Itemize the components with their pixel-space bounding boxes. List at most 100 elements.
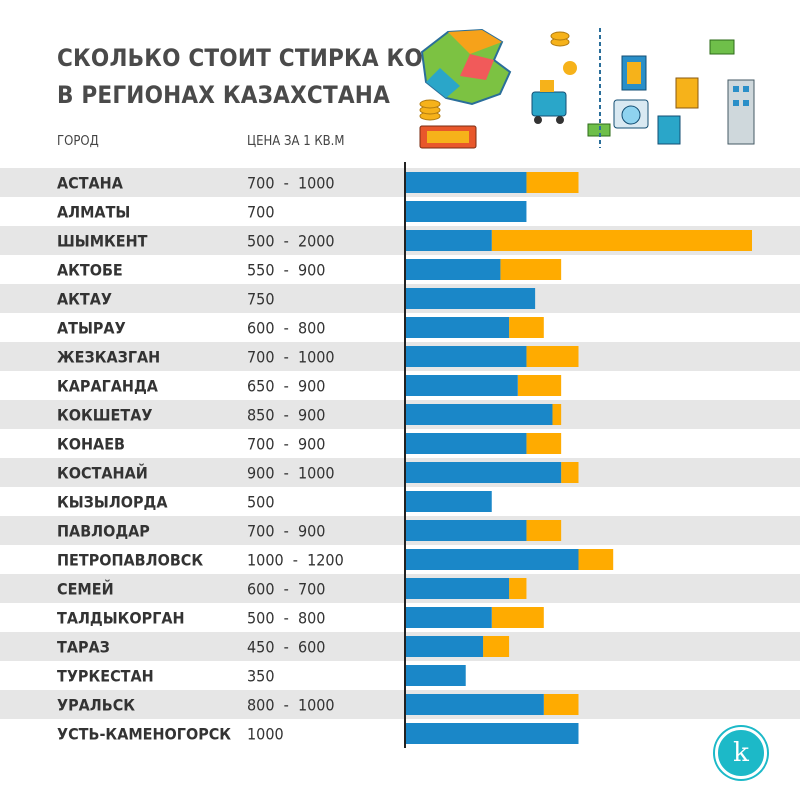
city-label: ШЫМКЕНТ xyxy=(57,232,148,251)
city-label: АКТАУ xyxy=(57,290,112,309)
bar-max-range xyxy=(483,636,510,657)
price-label: 700 xyxy=(247,203,274,222)
city-label: АКТОБЕ xyxy=(57,261,123,280)
price-label: 850 - 900 xyxy=(247,406,325,425)
k-letter-icon: k xyxy=(733,738,749,768)
city-label: КОСТАНАЙ xyxy=(57,464,148,483)
brand-logo: k xyxy=(715,727,767,779)
bar-min-price xyxy=(405,578,510,599)
bar-min-price xyxy=(405,520,527,541)
building-icon xyxy=(727,79,755,145)
city-label: АСТАНА xyxy=(57,174,124,193)
bar-min-price xyxy=(405,172,527,193)
price-label: 600 - 700 xyxy=(247,580,325,599)
cleaning-cart-icon xyxy=(531,80,567,124)
price-label: 1000 xyxy=(247,725,284,744)
bar-min-price xyxy=(405,723,579,744)
city-label: КОНАЕВ xyxy=(57,435,125,454)
price-label: 650 - 900 xyxy=(247,377,325,396)
row-stripe xyxy=(0,400,800,429)
price-label: 500 - 2000 xyxy=(247,232,335,251)
price-label: 700 - 900 xyxy=(247,522,325,541)
bar-min-price xyxy=(405,404,553,425)
bar-max-range xyxy=(526,172,579,193)
city-label: АТЫРАУ xyxy=(57,319,126,338)
row-stripe xyxy=(0,458,800,487)
coins-icon xyxy=(419,31,570,121)
row-stripe xyxy=(0,574,800,603)
city-label: ТАРАЗ xyxy=(57,638,110,657)
bar-max-range xyxy=(552,404,562,425)
bar-max-range xyxy=(509,317,544,338)
price-label: 500 - 800 xyxy=(247,609,325,628)
bar-max-range xyxy=(526,433,562,454)
bar-min-price xyxy=(405,433,527,454)
bar-max-range xyxy=(561,462,579,483)
sun-icon xyxy=(563,61,577,75)
row-stripe xyxy=(0,168,800,197)
bar-max-range xyxy=(526,346,579,367)
price-label: 700 - 900 xyxy=(247,435,325,454)
city-label: КОКШЕТАУ xyxy=(57,406,152,425)
price-label: 550 - 900 xyxy=(247,261,325,280)
bar-min-price xyxy=(405,665,466,686)
kazakhstan-map-icon xyxy=(420,28,512,106)
page-title: СКОЛЬКО СТОИТ СТИРКА КОВРОВ В РЕГИОНАХ К… xyxy=(57,40,491,114)
row-stripe xyxy=(0,632,800,661)
bar-max-range xyxy=(578,549,614,570)
price-label: 500 xyxy=(247,493,274,512)
price-label: 600 - 800 xyxy=(247,319,325,338)
bar-min-price xyxy=(405,288,536,309)
city-label: УСТЬ-КАМЕНОГОРСК xyxy=(57,725,231,744)
bar-min-price xyxy=(405,201,527,222)
price-label: 700 - 1000 xyxy=(247,348,335,367)
bar-min-price xyxy=(405,491,492,512)
bar-max-range xyxy=(509,578,527,599)
bar-min-price xyxy=(405,317,510,338)
illustration xyxy=(419,28,755,149)
price-label: 900 - 1000 xyxy=(247,464,335,483)
city-label: СЕМЕЙ xyxy=(57,580,114,599)
row-stripe xyxy=(0,516,800,545)
bar-max-range xyxy=(543,694,579,715)
city-label: КАРАГАНДА xyxy=(57,377,159,396)
price-label: 750 xyxy=(247,290,274,309)
bar-min-price xyxy=(405,259,501,280)
bar-min-price xyxy=(405,462,562,483)
price-label: 450 - 600 xyxy=(247,638,325,657)
title-line-1: СКОЛЬКО СТОИТ СТИРКА КОВРОВ xyxy=(57,44,491,72)
price-column-header: ЦЕНА ЗА 1 КВ.М xyxy=(247,134,345,149)
price-label: 350 xyxy=(247,667,274,686)
washing-machine-icon xyxy=(613,99,649,129)
bar-min-price xyxy=(405,607,492,628)
row-stripe xyxy=(0,690,800,719)
bar-max-range xyxy=(491,230,752,251)
bar-max-range xyxy=(500,259,562,280)
bar-min-price xyxy=(405,694,544,715)
price-label: 700 - 1000 xyxy=(247,174,335,193)
city-label: ПАВЛОДАР xyxy=(57,522,150,541)
bar-max-range xyxy=(526,520,562,541)
city-label: ПЕТРОПАВЛОВСК xyxy=(57,551,203,570)
svg-text:k: k xyxy=(733,738,749,768)
title-line-2: В РЕГИОНАХ КАЗАХСТАНА xyxy=(57,81,390,109)
price-label: 1000 - 1200 xyxy=(247,551,344,570)
city-column-header: ГОРОД xyxy=(57,134,99,149)
carpet-icon xyxy=(419,55,699,149)
bar-min-price xyxy=(405,636,484,657)
city-label: ЖЕЗКАЗГАН xyxy=(57,348,160,367)
price-label: 800 - 1000 xyxy=(247,696,335,715)
row-stripe xyxy=(0,284,800,313)
city-label: УРАЛЬСК xyxy=(57,696,135,715)
city-label: АЛМАТЫ xyxy=(57,203,130,222)
bar-min-price xyxy=(405,230,492,251)
row-stripe xyxy=(0,342,800,371)
bar-max-range xyxy=(491,607,544,628)
bar-max-range xyxy=(517,375,562,396)
city-label: КЫЗЫЛОРДА xyxy=(57,493,168,512)
bar-min-price xyxy=(405,375,518,396)
city-label: ТУРКЕСТАН xyxy=(57,667,154,686)
city-label: ТАЛДЫКОРГАН xyxy=(57,609,185,628)
bar-min-price xyxy=(405,346,527,367)
